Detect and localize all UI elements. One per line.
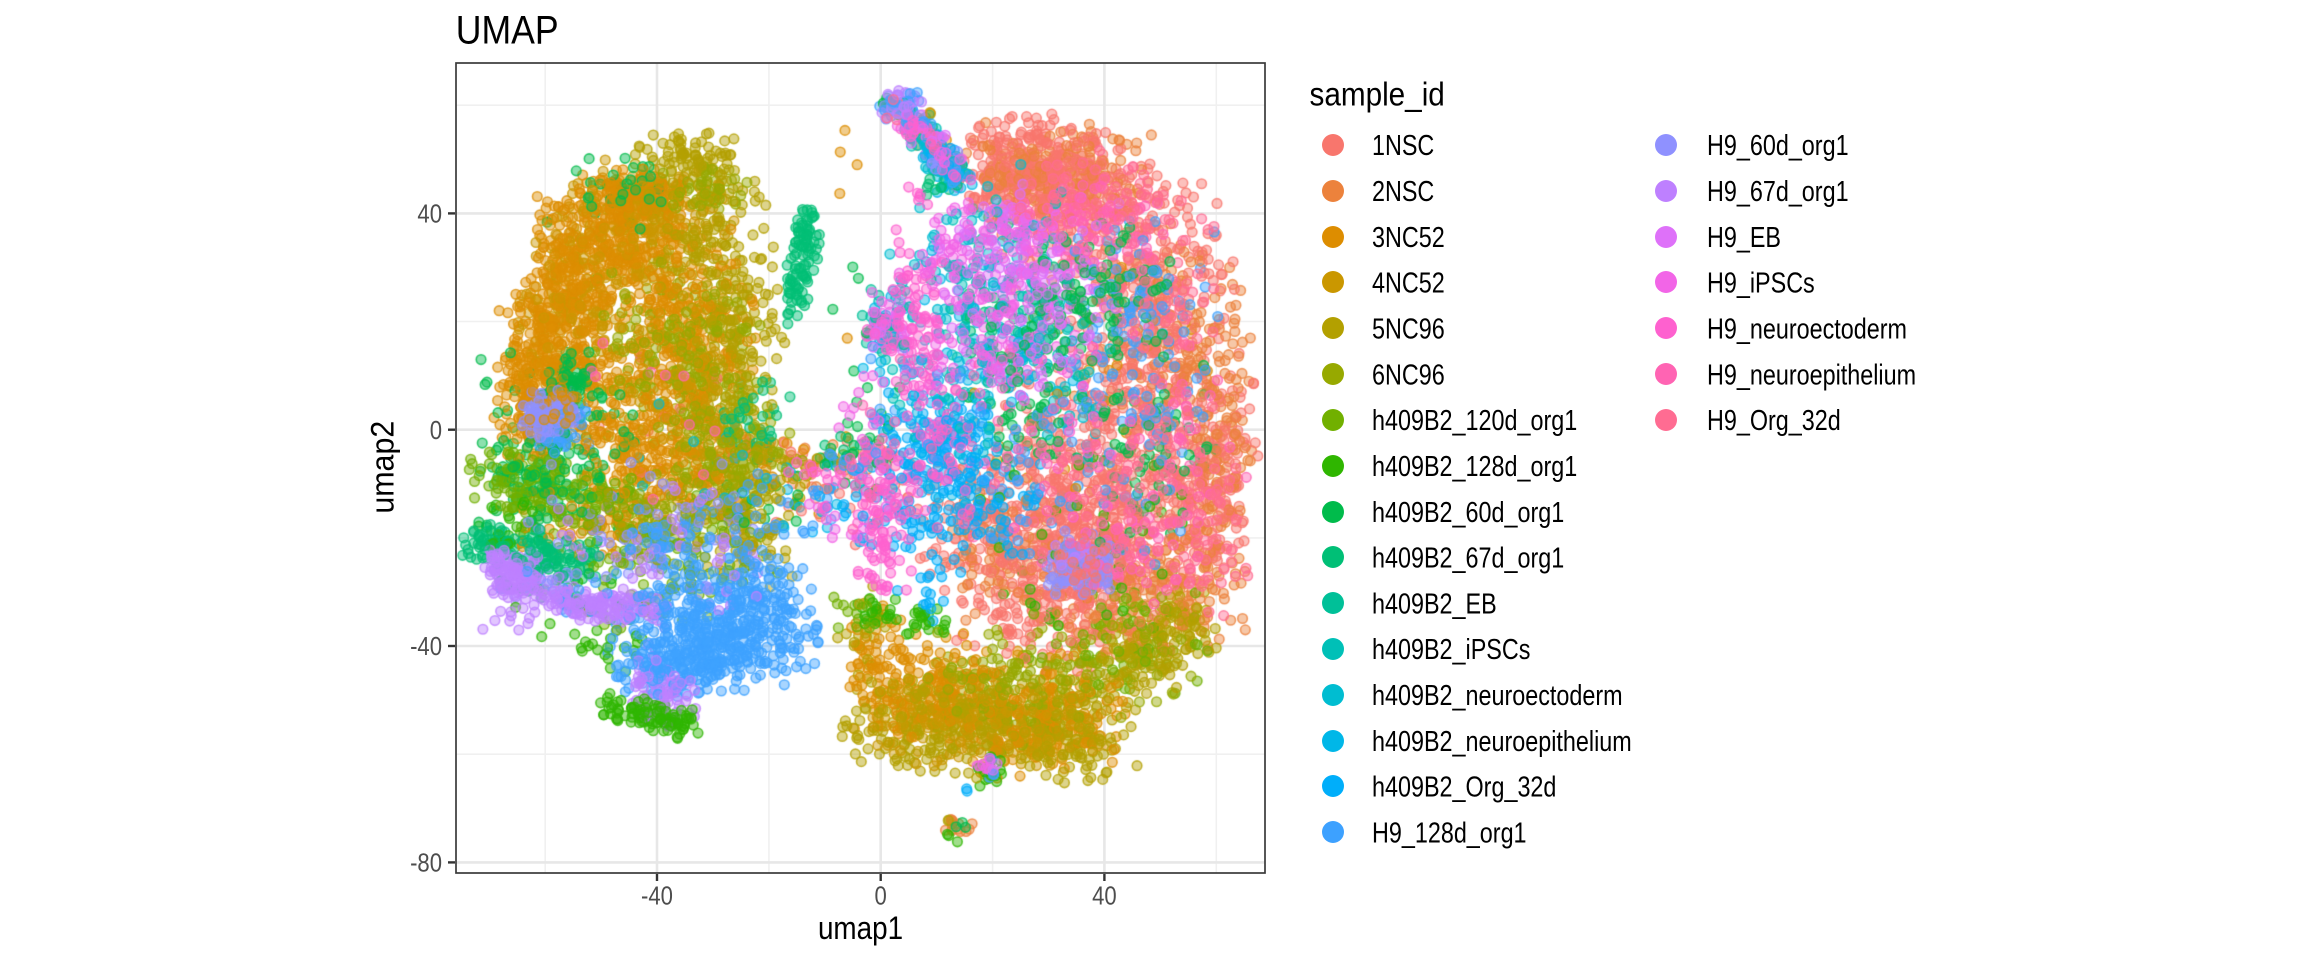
svg-text:umap2: umap2 [365, 421, 401, 514]
svg-text:-40: -40 [410, 633, 442, 662]
svg-text:h409B2_128d_org1: h409B2_128d_org1 [1372, 450, 1577, 483]
svg-text:1NSC: 1NSC [1372, 129, 1434, 162]
svg-text:0: 0 [875, 882, 887, 911]
svg-text:h409B2_iPSCs: h409B2_iPSCs [1372, 633, 1530, 666]
svg-text:sample_id: sample_id [1310, 76, 1445, 113]
svg-text:UMAP: UMAP [456, 9, 559, 53]
svg-text:H9_Org_32d: H9_Org_32d [1707, 404, 1841, 437]
svg-text:h409B2_EB: h409B2_EB [1372, 587, 1497, 620]
svg-text:h409B2_Org_32d: h409B2_Org_32d [1372, 770, 1556, 803]
svg-text:-40: -40 [641, 882, 673, 911]
svg-text:H9_EB: H9_EB [1707, 221, 1781, 254]
svg-text:5NC96: 5NC96 [1372, 312, 1445, 345]
svg-text:0: 0 [430, 416, 442, 445]
svg-text:h409B2_120d_org1: h409B2_120d_org1 [1372, 404, 1577, 437]
svg-text:40: 40 [417, 200, 442, 229]
svg-text:h409B2_67d_org1: h409B2_67d_org1 [1372, 541, 1564, 574]
svg-text:H9_128d_org1: H9_128d_org1 [1372, 816, 1527, 849]
svg-text:H9_neuroepithelium: H9_neuroepithelium [1707, 358, 1916, 391]
svg-text:h409B2_neuroepithelium: h409B2_neuroepithelium [1372, 725, 1632, 758]
svg-text:H9_60d_org1: H9_60d_org1 [1707, 129, 1849, 162]
svg-text:6NC96: 6NC96 [1372, 358, 1445, 391]
svg-text:h409B2_neuroectoderm: h409B2_neuroectoderm [1372, 679, 1623, 712]
svg-text:H9_neuroectoderm: H9_neuroectoderm [1707, 312, 1907, 345]
svg-text:H9_67d_org1: H9_67d_org1 [1707, 175, 1849, 208]
svg-text:3NC52: 3NC52 [1372, 221, 1445, 254]
svg-text:40: 40 [1092, 882, 1117, 911]
svg-text:4NC52: 4NC52 [1372, 266, 1445, 299]
svg-text:2NSC: 2NSC [1372, 175, 1434, 208]
svg-text:umap1: umap1 [818, 911, 903, 946]
svg-text:H9_iPSCs: H9_iPSCs [1707, 266, 1815, 299]
svg-text:-80: -80 [410, 849, 442, 878]
svg-text:h409B2_60d_org1: h409B2_60d_org1 [1372, 496, 1564, 529]
